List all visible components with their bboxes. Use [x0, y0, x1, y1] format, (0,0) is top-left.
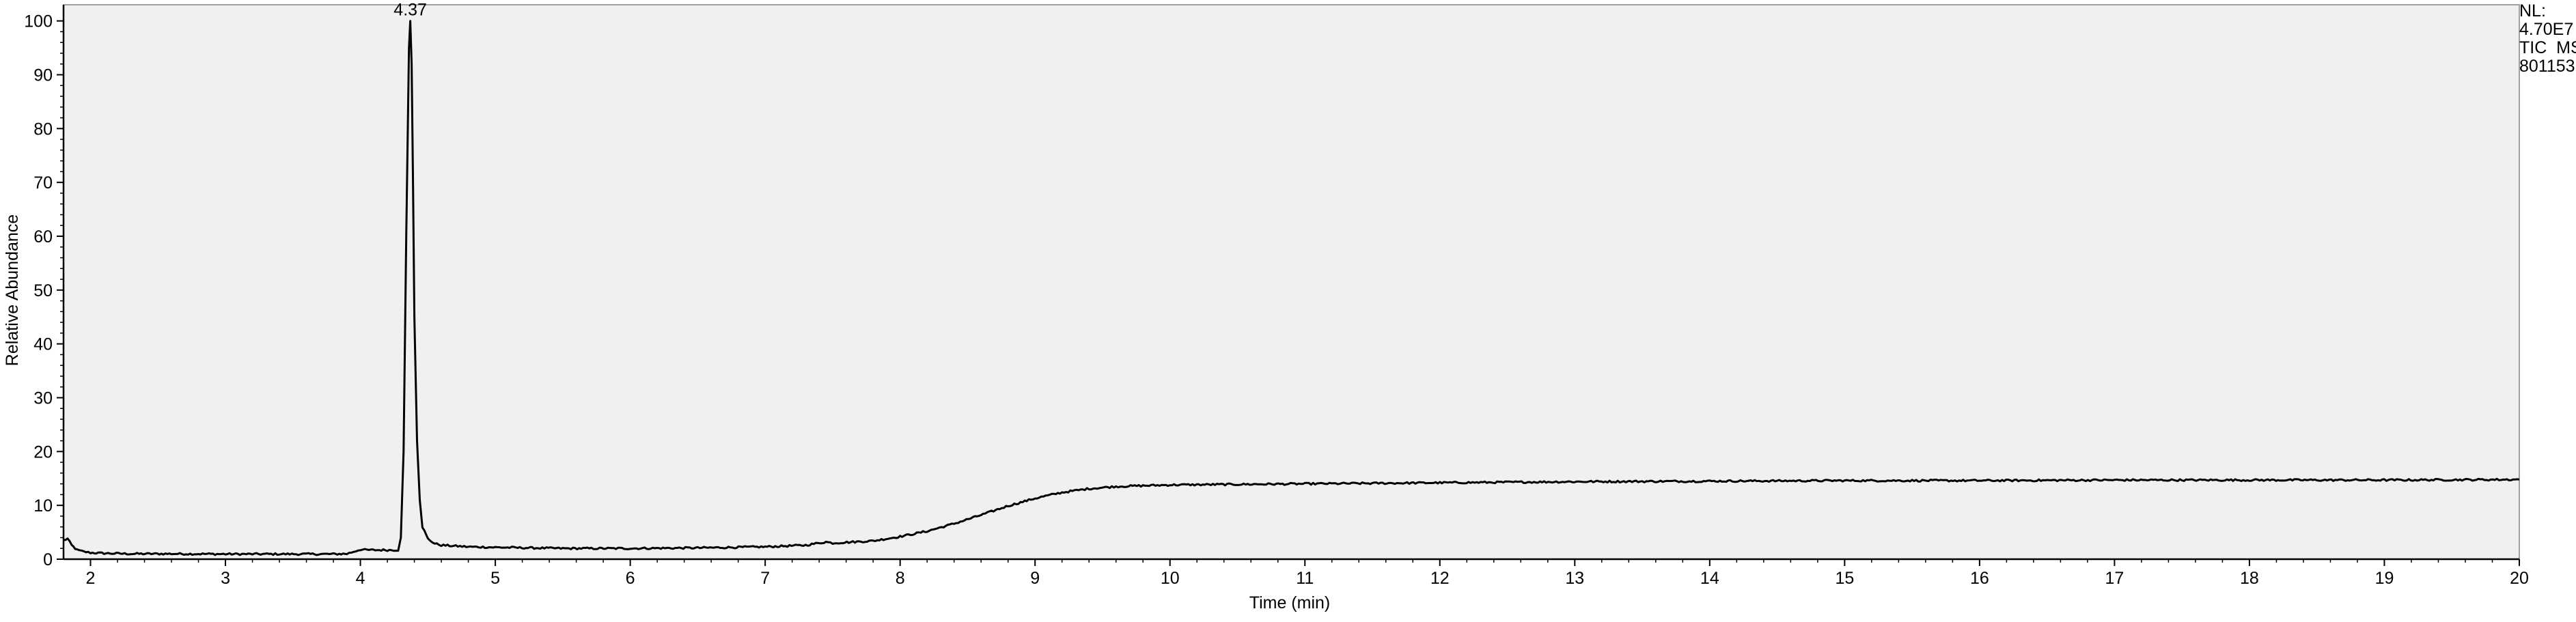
x-tick-label: 20 — [2510, 569, 2529, 588]
y-tick-label: 100 — [24, 12, 53, 31]
x-tick-label: 16 — [1970, 569, 1989, 588]
x-tick-label: 12 — [1430, 569, 1450, 588]
x-tick-label: 2 — [86, 569, 96, 588]
info-line-nl-value: 4.70E7 — [2519, 20, 2573, 39]
x-tick-label: 6 — [626, 569, 635, 588]
x-tick-label: 17 — [2105, 569, 2124, 588]
x-tick-group: 2 3 4 5 6 7 8 9 10 11 12 13 14 15 16 17 18 19 20 — [86, 559, 2529, 588]
x-tick-label: 3 — [221, 569, 230, 588]
x-tick-label: 7 — [760, 569, 770, 588]
x-tick-label: 11 — [1296, 569, 1314, 588]
y-tick-label: 70 — [33, 173, 53, 193]
x-axis-label: Time (min) — [1249, 593, 1331, 612]
info-line-file-id: 801153 — [2519, 57, 2575, 76]
x-tick-label: 19 — [2375, 569, 2394, 588]
y-tick-label: 0 — [43, 550, 53, 569]
y-tick-label: 20 — [33, 442, 53, 462]
x-tick-label: 8 — [896, 569, 905, 588]
info-box: NL: 4.70E7 TIC MS 801153 — [2519, 1, 2576, 76]
plot-area — [63, 4, 2520, 560]
x-tick-label: 13 — [1565, 569, 1584, 588]
y-tick-label: 50 — [33, 281, 53, 300]
peak-label: 4.37 — [393, 1, 427, 20]
x-tick-label: 18 — [2240, 569, 2259, 588]
info-line-scan-type: TIC MS — [2519, 38, 2576, 57]
y-tick-label: 40 — [33, 335, 53, 354]
y-tick-label: 80 — [33, 119, 53, 139]
y-tick-label: 60 — [33, 227, 53, 246]
info-line-nl: NL: — [2519, 1, 2546, 20]
y-tick-label: 10 — [33, 496, 53, 515]
y-tick-label: 90 — [33, 66, 53, 85]
x-tick-label: 15 — [1835, 569, 1854, 588]
y-tick-label: 30 — [33, 388, 53, 408]
peak-label-group: 4.37 — [393, 1, 427, 20]
tic-trace-line — [63, 20, 2520, 556]
x-tick-label: 10 — [1161, 569, 1180, 588]
x-tick-label: 9 — [1030, 569, 1040, 588]
x-tick-label: 14 — [1700, 569, 1719, 588]
x-tick-label: 5 — [490, 569, 500, 588]
x-tick-label: 4 — [356, 569, 365, 588]
y-tick-group: 0 10 20 30 40 50 60 70 80 90 100 — [24, 12, 64, 569]
y-axis-label: Relative Abundance — [3, 214, 22, 366]
